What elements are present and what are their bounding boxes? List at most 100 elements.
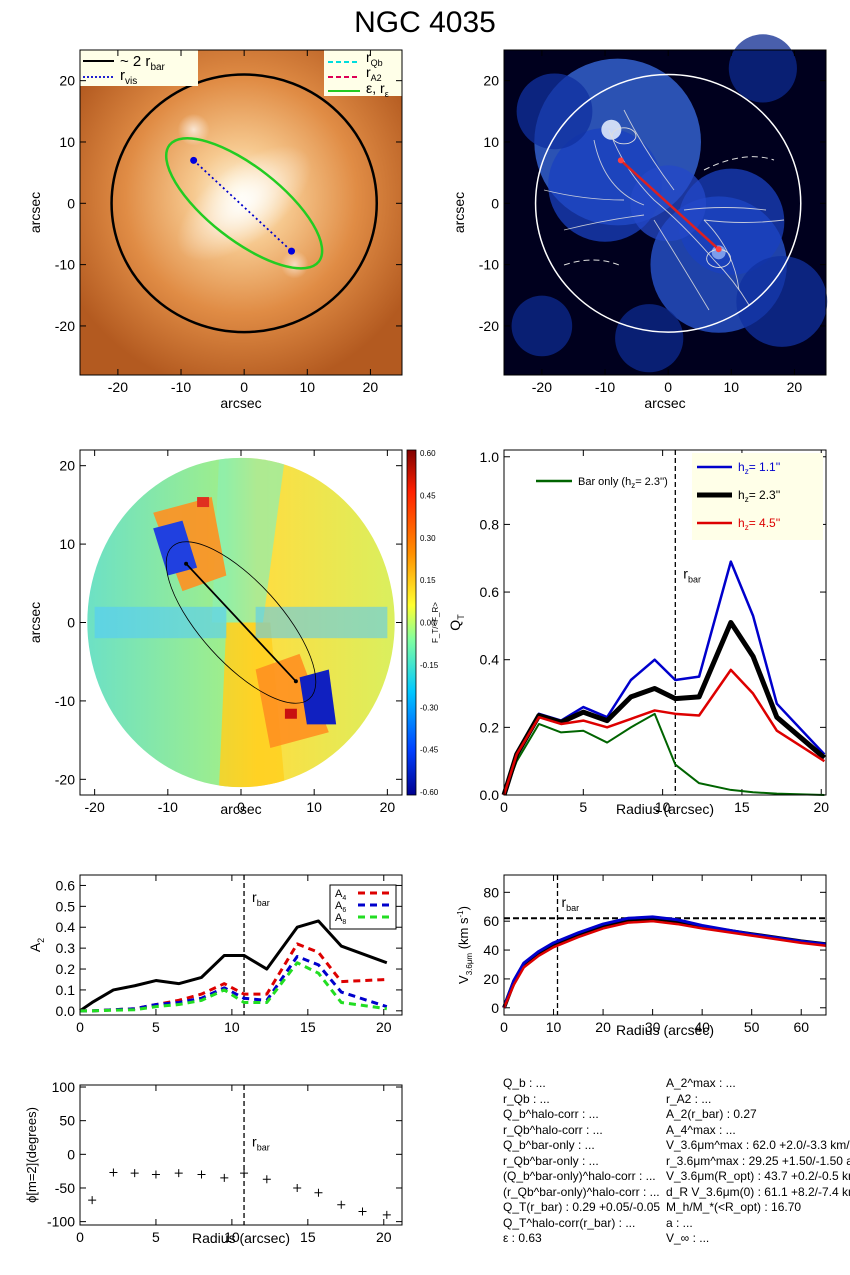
y-tick-label: -10 xyxy=(55,693,75,709)
phase-point xyxy=(337,1200,346,1209)
legend-hz-label: hz= 4.5'' xyxy=(738,516,780,532)
y-tick-label: 20 xyxy=(483,971,499,987)
plot-frame xyxy=(79,1084,403,1226)
y-tick-label: 10 xyxy=(59,134,75,150)
x-tick-label: 0 xyxy=(76,1019,84,1035)
bar-ellipse xyxy=(165,541,317,704)
axes-panel: -20 -10 0 10 20 -20 -10 0 10 20 xyxy=(479,50,826,395)
contour-ring xyxy=(611,127,637,145)
residual-blob xyxy=(736,255,828,347)
phase-point xyxy=(130,1169,139,1178)
parameter-line: r_A2 : ... xyxy=(666,1091,712,1106)
x-tick-label: 60 xyxy=(793,1019,809,1035)
contour-line xyxy=(703,219,785,223)
legend-left-box xyxy=(80,50,198,86)
y-tick-label: 0.0 xyxy=(56,1003,76,1019)
bar-end-point xyxy=(293,679,298,684)
parameter-line: A_4^max : ... xyxy=(666,1122,736,1137)
residual-blob xyxy=(728,34,797,103)
y-tick-label: 0.1 xyxy=(56,982,76,998)
parameter-line: A_2(r_bar) : 0.27 xyxy=(666,1107,757,1121)
colorbar-label: F_T/<F_R> xyxy=(431,602,440,643)
parameter-line: V_3.6μm^max : 62.0 +2.0/-3.3 km/s xyxy=(666,1138,850,1152)
rvis-end-point xyxy=(190,156,198,164)
legend-right-box xyxy=(324,50,402,96)
y-tick-label: 100 xyxy=(52,1079,76,1095)
legend-hz-label: hz= 1.1'' xyxy=(738,460,780,476)
x-tick-label: 20 xyxy=(380,799,396,815)
y-tick-label: 0.4 xyxy=(480,652,500,668)
phase-point xyxy=(240,1169,249,1178)
contour-line xyxy=(593,139,645,206)
rotation-curve-chart: 0 10 20 30 40 50 60 0 20 40 60 80 rbar Radius (arcsec… xyxy=(456,874,827,1038)
legend-bar-only-label: Bar only (hz= 2.3'') xyxy=(578,476,668,490)
parameter-line: a : ... xyxy=(666,1215,693,1230)
colorbar-tick-label: 0.30 xyxy=(420,534,436,543)
contour-line xyxy=(653,219,710,311)
x-tick-label: 20 xyxy=(813,799,829,815)
x-tick-label: 10 xyxy=(224,1229,240,1245)
parameter-line: Q_b^halo-corr : ... xyxy=(503,1107,599,1121)
y-tick-label: 20 xyxy=(59,458,75,474)
colorbar-tick-label: -0.30 xyxy=(420,703,439,712)
colorbar-tick-label: -0.60 xyxy=(420,788,439,797)
x-tick-label: 40 xyxy=(694,1019,710,1035)
parameter-line: (Q_b^bar-only)^halo-corr : ... xyxy=(503,1169,656,1183)
x-tick-label: 50 xyxy=(744,1019,760,1035)
x-tick-label: 0 xyxy=(76,1229,84,1245)
contour-line xyxy=(623,109,675,191)
contour-line xyxy=(563,214,645,231)
y-tick-label: 0.6 xyxy=(480,584,500,600)
parameter-line: d_R V_3.6μm(0) : 61.1 +8.2/-7.4 km/s/kpc xyxy=(666,1184,850,1199)
y-tick-label: 20 xyxy=(483,73,499,89)
y-tick-label: -50 xyxy=(55,1180,75,1196)
y-tick-label: -20 xyxy=(479,318,499,334)
phase-point xyxy=(314,1188,323,1197)
rvis-line xyxy=(193,159,293,252)
y-tick-label: 0.3 xyxy=(56,940,76,956)
parameter-list-right: A_2^max : ... r_A2 : ... A_2(r_bar) : 0.27… xyxy=(666,1076,850,1247)
colorbar xyxy=(406,449,417,796)
y-axis-label: arcsec xyxy=(27,602,43,643)
residual-blob xyxy=(615,304,684,373)
map-band xyxy=(255,606,388,639)
series-line-1 xyxy=(503,712,825,796)
phase-point xyxy=(293,1183,302,1192)
y-tick-label: 40 xyxy=(483,942,499,958)
rbar-annotation: rbar xyxy=(252,889,270,908)
contour-line xyxy=(543,189,625,201)
plot-frame xyxy=(503,874,827,1016)
figure-title: NGC 4035 xyxy=(354,6,496,39)
y-axis-label: arcsec xyxy=(451,192,467,233)
parameter-line: V_∞ : ... xyxy=(666,1231,710,1245)
legend-hz-label: hz= 2.3'' xyxy=(738,488,780,504)
map-sector xyxy=(219,622,285,788)
galaxy-core xyxy=(176,145,312,261)
colorbar-tick-label: 0.60 xyxy=(420,449,436,458)
colorbar-tick-label: -0.45 xyxy=(420,746,439,755)
map-cell xyxy=(197,497,210,508)
parameter-line: A_2^max : ... xyxy=(666,1076,736,1090)
x-tick-label: 0 xyxy=(240,379,248,395)
x-axis-label: arcsec xyxy=(644,395,685,411)
parameter-line: Q_T(r_bar) : 0.29 +0.05/-0.05 xyxy=(503,1200,661,1214)
bar-end-point xyxy=(617,157,624,164)
x-tick-label: 15 xyxy=(734,799,750,815)
y-tick-label: 10 xyxy=(59,536,75,552)
x-tick-label: 0 xyxy=(500,1019,508,1035)
y-tick-label: 0 xyxy=(491,1000,499,1016)
x-tick-label: 0 xyxy=(237,799,245,815)
x-axis-label: arcsec xyxy=(220,395,261,411)
y-tick-label: -20 xyxy=(55,318,75,334)
x-tick-label: -10 xyxy=(595,379,615,395)
y-tick-label: 10 xyxy=(483,134,499,150)
x-tick-label: 15 xyxy=(300,1229,316,1245)
phase-point xyxy=(262,1175,271,1184)
x-tick-label: -10 xyxy=(158,799,178,815)
rvis-end-point xyxy=(288,247,296,255)
map-sector xyxy=(255,653,329,748)
y-tick-label: 50 xyxy=(59,1113,75,1129)
colorbar-tick-label: 0.15 xyxy=(420,576,436,585)
